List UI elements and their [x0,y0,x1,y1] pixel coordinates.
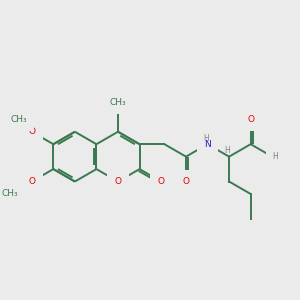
Text: O: O [247,115,254,124]
Text: CH₃: CH₃ [10,115,27,124]
Text: H: H [225,146,230,155]
Text: O: O [158,177,165,186]
Text: H: H [272,152,278,161]
Text: O: O [28,177,35,186]
Text: O: O [115,177,122,186]
Text: H: H [203,134,209,143]
Text: N: N [204,140,211,149]
Text: CH₃: CH₃ [110,98,126,107]
Text: O: O [182,177,190,186]
Text: CH₃: CH₃ [2,190,19,199]
Text: O: O [28,127,35,136]
